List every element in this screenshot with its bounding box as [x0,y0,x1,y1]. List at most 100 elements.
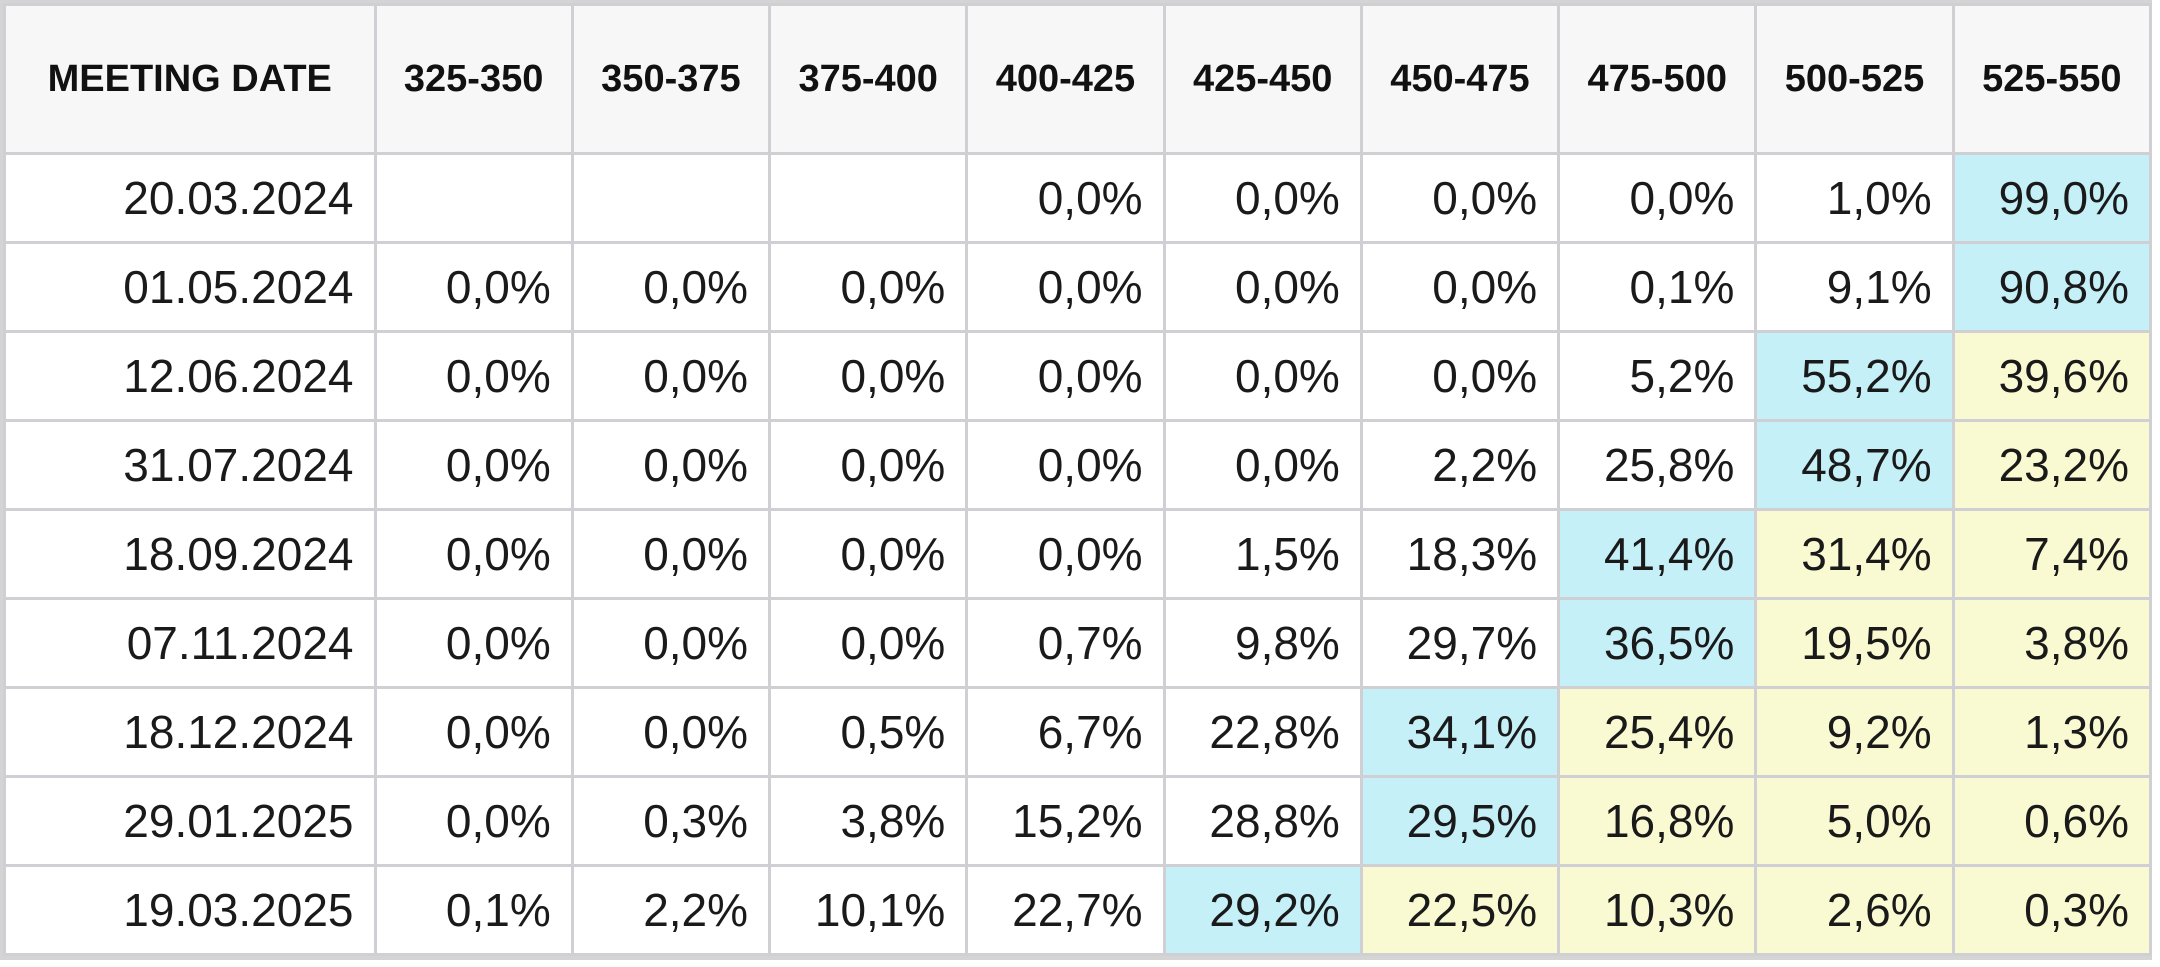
probability-cell: 25,4% [1557,686,1758,778]
probability-cell: 0,0% [1359,152,1561,244]
table-row: 31.07.2024 0,0% 0,0% 0,0% 0,0% 0,0% 2,2% 25,8% 4… [3,419,2153,511]
probability-cell: 0,0% [373,330,574,422]
probability-cell: 3,8% [1951,597,2153,689]
table-row: 07.11.2024 0,0% 0,0% 0,0% 0,7% 9,8% 29,7% 36,5%… [3,597,2153,689]
probability-cell: 0,0% [570,419,772,511]
probability-cell: 55,2% [1754,330,1955,422]
probability-cell: 0,0% [1162,152,1363,244]
probability-cell: 1,3% [1951,686,2153,778]
probability-cell: 0,0% [1359,241,1561,333]
probability-cell: 2,2% [1359,419,1561,511]
probability-cell: 0,3% [1951,864,2153,956]
probability-cell: 0,0% [768,330,969,422]
probability-cell: 0,0% [373,508,574,600]
probability-cell: 2,6% [1754,864,1955,956]
probability-cell: 0,0% [768,241,969,333]
probability-cell: 0,0% [373,597,574,689]
probability-cell: 0,0% [570,686,772,778]
probability-cell: 28,8% [1162,775,1363,867]
probability-cell: 9,1% [1754,241,1955,333]
probability-cell: 0,0% [965,241,1166,333]
column-header-range: 350-375 [570,3,772,155]
probability-cell: 0,7% [965,597,1166,689]
probability-cell: 0,0% [965,419,1166,511]
column-header-range: 525-550 [1951,3,2153,155]
probability-cell: 0,6% [1951,775,2153,867]
probability-cell [768,152,969,244]
probability-cell: 36,5% [1557,597,1758,689]
column-header-range: 375-400 [768,3,969,155]
probability-cell: 9,2% [1754,686,1955,778]
probability-cell [570,152,772,244]
probability-cell: 41,4% [1557,508,1758,600]
probability-cell: 5,2% [1557,330,1758,422]
probability-cell: 0,0% [965,330,1166,422]
probability-cell: 5,0% [1754,775,1955,867]
probability-cell: 0,0% [570,597,772,689]
rate-probability-table: MEETING DATE 325-350 350-375 375-400 400… [3,3,2153,956]
probability-cell: 0,0% [1162,419,1363,511]
probability-cell: 15,2% [965,775,1166,867]
meeting-date-cell: 29.01.2025 [3,775,377,867]
probability-cell: 29,5% [1359,775,1561,867]
column-header-range: 500-525 [1754,3,1955,155]
table-row: 19.03.2025 0,1% 2,2% 10,1% 22,7% 29,2% 22,5% 10… [3,864,2153,956]
probability-cell: 0,0% [965,508,1166,600]
probability-cell: 0,0% [373,775,574,867]
column-header-range: 450-475 [1359,3,1561,155]
probability-cell: 29,7% [1359,597,1561,689]
probability-cell: 23,2% [1951,419,2153,511]
probability-cell: 90,8% [1951,241,2153,333]
probability-cell: 22,8% [1162,686,1363,778]
table-row: 29.01.2025 0,0% 0,3% 3,8% 15,2% 28,8% 29,5% 16,… [3,775,2153,867]
probability-cell: 0,5% [768,686,969,778]
probability-cell: 0,0% [768,508,969,600]
probability-cell [373,152,574,244]
table-row: 18.09.2024 0,0% 0,0% 0,0% 0,0% 1,5% 18,3% 41,4%… [3,508,2153,600]
probability-cell: 0,0% [570,241,772,333]
probability-cell: 7,4% [1951,508,2153,600]
probability-cell: 1,5% [1162,508,1363,600]
probability-cell: 0,0% [373,419,574,511]
probability-cell: 22,7% [965,864,1166,956]
probability-cell: 0,0% [373,241,574,333]
probability-cell: 1,0% [1754,152,1955,244]
probability-cell: 9,8% [1162,597,1363,689]
probability-cell: 39,6% [1951,330,2153,422]
probability-cell: 22,5% [1359,864,1561,956]
probability-cell: 0,1% [1557,241,1758,333]
probability-cell: 0,0% [570,330,772,422]
column-header-meeting-date: MEETING DATE [3,3,377,155]
table-row: 20.03.2024 0,0% 0,0% 0,0% 0,0% 1,0% 99,0% [3,152,2153,244]
probability-cell: 0,1% [373,864,574,956]
meeting-date-cell: 19.03.2025 [3,864,377,956]
probability-cell: 0,0% [768,419,969,511]
probability-cell: 3,8% [768,775,969,867]
meeting-date-cell: 18.09.2024 [3,508,377,600]
probability-cell: 25,8% [1557,419,1758,511]
probability-cell: 0,0% [1162,241,1363,333]
header-row: MEETING DATE 325-350 350-375 375-400 400… [3,3,2153,155]
probability-cell: 0,0% [570,508,772,600]
meeting-date-cell: 12.06.2024 [3,330,377,422]
probability-cell: 99,0% [1951,152,2153,244]
meeting-date-cell: 07.11.2024 [3,597,377,689]
probability-cell: 2,2% [570,864,772,956]
probability-cell: 10,3% [1557,864,1758,956]
probability-cell: 0,0% [1162,330,1363,422]
probability-cell: 48,7% [1754,419,1955,511]
column-header-range: 325-350 [373,3,574,155]
probability-cell: 6,7% [965,686,1166,778]
meeting-date-cell: 31.07.2024 [3,419,377,511]
probability-cell: 0,0% [965,152,1166,244]
column-header-range: 400-425 [965,3,1166,155]
probability-cell: 0,0% [1359,330,1561,422]
column-header-range: 425-450 [1162,3,1363,155]
probability-cell: 0,0% [373,686,574,778]
table-row: 01.05.2024 0,0% 0,0% 0,0% 0,0% 0,0% 0,0% 0,1% 9,… [3,241,2153,333]
meeting-date-cell: 18.12.2024 [3,686,377,778]
table-body: 20.03.2024 0,0% 0,0% 0,0% 0,0% 1,0% 99,0% 01.05… [3,152,2153,956]
meeting-date-cell: 01.05.2024 [3,241,377,333]
table-row: 18.12.2024 0,0% 0,0% 0,5% 6,7% 22,8% 34,1% 25,4… [3,686,2153,778]
